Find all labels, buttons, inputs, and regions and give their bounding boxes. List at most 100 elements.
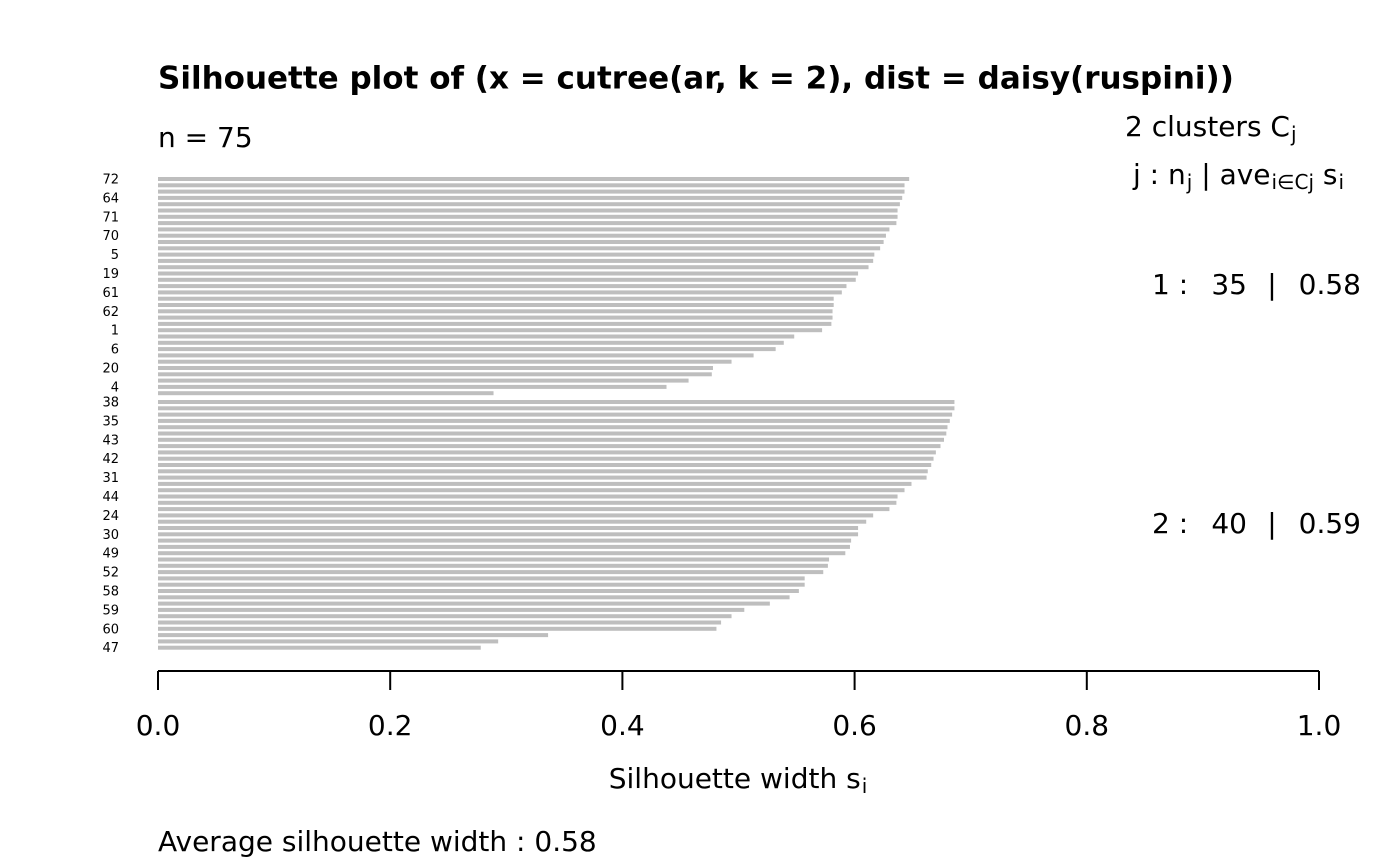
bar xyxy=(158,271,859,276)
legend-average: 0.58 xyxy=(1299,268,1361,301)
y-tick-label: 35 xyxy=(102,414,119,429)
y-tick-label: 43 xyxy=(102,433,119,448)
bar xyxy=(158,258,874,263)
bar xyxy=(158,620,722,625)
bar xyxy=(158,538,852,543)
bar xyxy=(158,500,897,505)
bar xyxy=(158,633,549,638)
subscript: i xyxy=(862,774,868,798)
n-count: n = 75 xyxy=(158,121,253,154)
legend-separator: | xyxy=(1267,268,1276,301)
subscript: i xyxy=(1339,170,1345,194)
legend-size: 35 xyxy=(1211,268,1247,301)
bar xyxy=(158,601,770,606)
bar xyxy=(158,391,494,396)
text-part: | ave xyxy=(1192,158,1270,191)
y-tick-label: 44 xyxy=(102,490,119,505)
y-tick-label: 38 xyxy=(102,396,119,411)
bar xyxy=(158,334,795,339)
bar xyxy=(158,321,832,326)
bar xyxy=(158,481,912,486)
bar xyxy=(158,519,867,524)
legend-separator: | xyxy=(1267,507,1276,540)
bar xyxy=(158,277,856,282)
bar xyxy=(158,221,897,226)
bar xyxy=(158,450,936,455)
bar xyxy=(158,378,689,383)
y-tick-label: 49 xyxy=(102,547,119,562)
bar xyxy=(158,425,948,430)
bar xyxy=(158,614,732,619)
bar xyxy=(158,328,823,333)
bar xyxy=(158,437,944,442)
y-tick-label: 52 xyxy=(102,566,119,581)
y-tick-label: 62 xyxy=(102,305,119,320)
bar xyxy=(158,214,898,219)
text-part: Silhouette width s xyxy=(609,762,861,795)
y-tick-label: 60 xyxy=(102,622,119,637)
bar xyxy=(158,563,828,568)
average-label: Average silhouette width : xyxy=(158,825,525,858)
bar xyxy=(158,372,712,377)
bar xyxy=(158,570,824,575)
bar xyxy=(158,475,927,480)
bar xyxy=(158,645,481,650)
y-tick-label: 19 xyxy=(102,267,119,282)
y-tick-label: 6 xyxy=(111,343,119,358)
y-tick-label: 47 xyxy=(102,641,119,656)
average-value: 0.58 xyxy=(534,825,596,858)
y-tick-label: 30 xyxy=(102,528,119,543)
bar xyxy=(158,582,805,587)
bar xyxy=(158,557,830,562)
bar xyxy=(158,488,905,493)
x-tick-label: 0.0 xyxy=(136,709,181,742)
bar xyxy=(158,303,834,307)
bar xyxy=(158,233,886,238)
bar xyxy=(158,406,955,411)
bar xyxy=(158,400,955,404)
bar xyxy=(158,359,732,364)
legend-title: 2 clusters Cj xyxy=(1125,110,1297,146)
bar xyxy=(158,252,875,257)
bar xyxy=(158,202,900,207)
subscript: i∈Cj xyxy=(1272,170,1315,194)
y-tick-label: 20 xyxy=(102,362,119,377)
bar xyxy=(158,589,799,593)
n-label: n = xyxy=(158,121,208,154)
bar xyxy=(158,183,905,188)
bar xyxy=(158,513,874,518)
y-tick-label: 1 xyxy=(111,324,119,339)
bar xyxy=(158,246,881,251)
y-tick-label: 61 xyxy=(102,286,119,301)
text-part: 2 clusters C xyxy=(1125,110,1290,143)
n-value: 75 xyxy=(217,121,253,154)
y-tick-label: 4 xyxy=(111,380,119,395)
subscript: j xyxy=(1186,170,1193,194)
bar xyxy=(158,195,903,200)
x-tick-label: 1.0 xyxy=(1297,709,1342,742)
y-tick-label: 42 xyxy=(102,452,119,467)
chart-title: Silhouette plot of (x = cutree(ar, k = 2… xyxy=(158,61,1234,97)
bar xyxy=(158,507,890,512)
bar xyxy=(158,551,846,556)
legend-average: 0.59 xyxy=(1299,507,1361,540)
bar xyxy=(158,189,905,194)
bar xyxy=(158,456,934,461)
y-tick-label: 70 xyxy=(102,229,119,244)
bar xyxy=(158,412,953,417)
legend-size: 40 xyxy=(1211,507,1247,540)
bar xyxy=(158,544,850,549)
bar xyxy=(158,290,842,295)
bar xyxy=(158,463,932,467)
bar xyxy=(158,309,833,314)
y-tick-label: 64 xyxy=(102,191,119,206)
bar xyxy=(158,469,928,474)
bar xyxy=(158,431,947,436)
legend-cluster: 1 : xyxy=(1152,268,1188,301)
bar xyxy=(158,366,713,370)
bar xyxy=(158,208,898,213)
bar xyxy=(158,296,834,301)
bar xyxy=(158,177,910,181)
text-part: s xyxy=(1314,158,1338,191)
